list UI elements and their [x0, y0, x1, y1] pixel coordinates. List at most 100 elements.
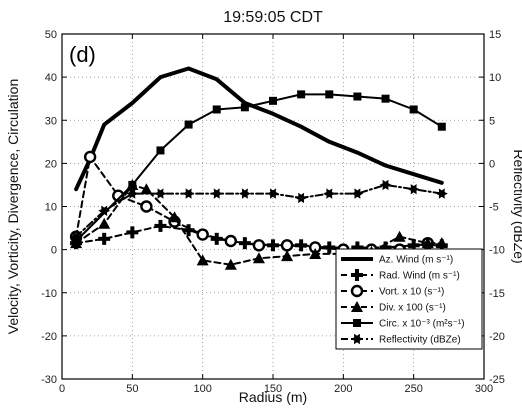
legend-label: Circ. x 10⁻³ (m²s⁻¹) — [379, 319, 465, 330]
legend-entry: Circ. x 10⁻³ (m²s⁻¹) — [341, 319, 465, 330]
data-point — [421, 237, 434, 249]
grid — [62, 34, 484, 379]
y-right-tick-label: 0 — [489, 158, 495, 170]
data-point — [323, 241, 336, 254]
y-right-tick-label: -25 — [489, 374, 505, 386]
data-point — [252, 239, 266, 252]
data-point — [269, 96, 277, 105]
data-point — [238, 188, 251, 199]
y-left-tick-label: 20 — [45, 158, 57, 170]
data-point — [407, 184, 420, 195]
x-tick-label: 0 — [59, 383, 65, 395]
data-point — [435, 188, 448, 199]
data-point — [140, 183, 153, 195]
y-right-tick-label: -5 — [489, 202, 499, 214]
data-point — [267, 188, 279, 199]
data-point — [182, 224, 195, 237]
data-point — [240, 103, 249, 112]
data-point — [128, 180, 137, 189]
x-tick-label: 50 — [126, 383, 138, 395]
y-right-tick-label: -10 — [489, 245, 505, 257]
x-tick-label: 300 — [475, 383, 493, 395]
data-point — [224, 234, 238, 248]
data-point — [295, 239, 308, 252]
legend-marker — [351, 333, 363, 345]
series-line — [74, 66, 444, 192]
data-point — [281, 250, 294, 262]
data-point — [353, 92, 362, 101]
legend-entry: Reflectivity (dBZe) — [341, 333, 461, 346]
y-right-tick-label: 10 — [489, 72, 501, 84]
y-right-tick-label: 5 — [489, 115, 495, 127]
data-point — [437, 122, 446, 131]
legend-label: Rad. Wind (m s⁻¹) — [379, 271, 460, 282]
series-0 — [74, 66, 444, 192]
x-tick-label: 250 — [404, 383, 422, 395]
data-point — [379, 241, 392, 254]
data-point — [83, 150, 97, 164]
axis-ticks: 0 50 100 150 200 250 300-30-20-1001020304050-2… — [41, 29, 505, 395]
data-point — [435, 237, 448, 249]
legend-entry: Az. Wind (m s⁻¹) — [341, 255, 453, 266]
data-point — [140, 200, 153, 213]
y-left-tick-label: 10 — [45, 202, 57, 214]
data-point — [224, 258, 237, 270]
legend-label: Vort. x 10 (s⁻¹) — [379, 287, 444, 298]
data-point — [295, 192, 308, 204]
data-point — [168, 211, 181, 223]
data-point — [98, 232, 111, 245]
data-point — [126, 226, 139, 239]
legend-label: Div. x 100 (s⁻¹) — [379, 303, 446, 314]
legend-label: Reflectivity (dBZe) — [379, 335, 461, 346]
data-point — [98, 217, 111, 229]
legend-marker — [353, 319, 361, 327]
panel-label: (d) — [69, 42, 96, 67]
data-point — [70, 231, 83, 242]
y-left-tick-label: 0 — [51, 245, 57, 257]
data-point — [126, 188, 139, 199]
data-point — [309, 247, 322, 259]
y-right-tick-label: -20 — [489, 331, 505, 343]
legend-box — [335, 248, 483, 350]
data-point — [351, 241, 364, 254]
x-tick-label: 150 — [264, 383, 282, 395]
y-axis-right-label: Reflectivity (dBZe) — [511, 149, 522, 263]
legend-entry: Rad. Wind (m s⁻¹) — [341, 269, 460, 282]
y-left-tick-label: 50 — [45, 29, 57, 41]
data-point — [184, 120, 193, 129]
data-point — [323, 188, 336, 199]
y-left-tick-label: -20 — [41, 331, 57, 343]
data-point — [154, 219, 167, 232]
y-right-tick-label: 15 — [489, 29, 501, 41]
data-point — [409, 105, 418, 114]
data-point — [182, 188, 195, 199]
data-point — [407, 239, 420, 252]
y-right-tick-label: -15 — [489, 288, 505, 300]
legend-marker — [350, 284, 364, 298]
data-point — [98, 205, 111, 216]
data-point — [325, 90, 334, 99]
legend-entry: Div. x 100 (s⁻¹) — [341, 301, 446, 314]
legend: Az. Wind (m s⁻¹) Rad. Wind (m s⁻¹) Vort. x… — [335, 248, 483, 350]
y-left-tick-label: -30 — [41, 374, 57, 386]
y-left-tick-label: 40 — [45, 72, 57, 84]
y-axis-left-label: Velocity, Vorticity, Divergence, Circula… — [5, 79, 21, 334]
data-point — [212, 105, 221, 114]
data-point — [112, 189, 125, 202]
data-point — [351, 188, 364, 199]
data-point — [381, 94, 390, 103]
chart-title: 19:59:05 CDT — [223, 9, 323, 26]
y-left-tick-label: -10 — [41, 288, 57, 300]
data-point — [252, 252, 265, 264]
x-tick-label: 100 — [193, 383, 211, 395]
series-5 — [70, 179, 448, 242]
series-4 — [72, 90, 446, 245]
data-point — [72, 237, 81, 245]
data-point — [379, 179, 392, 191]
plot-area — [69, 66, 448, 270]
data-point — [154, 188, 167, 199]
data-point — [393, 230, 406, 242]
data-point — [156, 146, 165, 155]
data-point — [210, 188, 223, 199]
